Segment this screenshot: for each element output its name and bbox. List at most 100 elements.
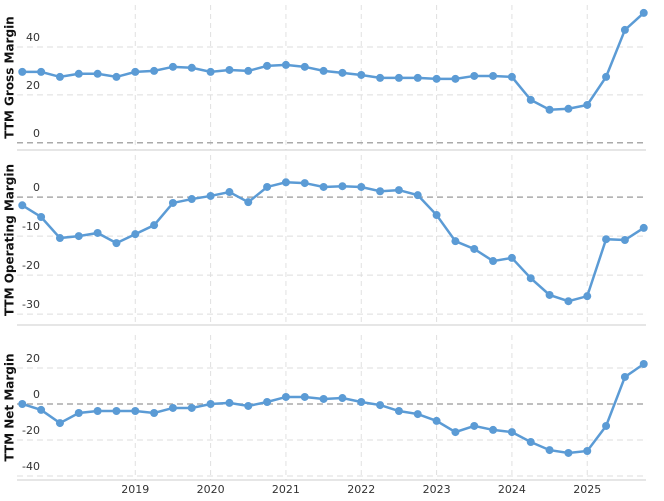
y-tick-label: 20 <box>26 79 40 92</box>
point <box>451 74 460 83</box>
point <box>37 405 46 414</box>
y-tick-label: -40 <box>22 460 40 473</box>
point <box>187 195 196 204</box>
point <box>263 61 272 70</box>
point <box>602 235 611 244</box>
point <box>545 105 554 114</box>
point <box>564 104 573 113</box>
point <box>244 401 253 410</box>
y-axis-title: TTM Operating Margin <box>3 164 17 316</box>
point <box>112 72 121 81</box>
point <box>55 419 64 428</box>
x-tick-label: 2024 <box>498 483 526 496</box>
point <box>131 230 140 239</box>
point <box>639 8 648 17</box>
point <box>187 63 196 72</box>
point <box>394 73 403 82</box>
point <box>357 398 366 407</box>
point <box>394 186 403 195</box>
point <box>18 399 27 408</box>
point <box>470 421 479 430</box>
y-tick-label: -30 <box>22 298 40 311</box>
point <box>225 65 234 74</box>
point <box>357 182 366 191</box>
point <box>225 398 234 407</box>
point <box>93 407 102 416</box>
point <box>131 407 140 416</box>
point <box>55 72 64 81</box>
point <box>376 73 385 82</box>
point <box>602 421 611 430</box>
point <box>18 67 27 76</box>
point <box>168 62 177 71</box>
point <box>319 66 328 75</box>
y-tick-label: 0 <box>33 388 40 401</box>
y-axis-title: TTM Net Margin <box>3 353 17 461</box>
point <box>37 67 46 76</box>
point <box>338 182 347 191</box>
point <box>489 425 498 434</box>
point <box>150 408 159 417</box>
point <box>602 72 611 81</box>
point <box>319 394 328 403</box>
point <box>338 394 347 403</box>
point <box>376 401 385 410</box>
point <box>564 448 573 457</box>
point <box>639 223 648 232</box>
point <box>263 398 272 407</box>
line <box>21 362 645 455</box>
point <box>150 221 159 230</box>
point <box>112 239 121 248</box>
point <box>620 236 629 244</box>
point <box>281 60 290 69</box>
point <box>620 372 629 381</box>
point <box>93 69 102 78</box>
point <box>526 274 535 283</box>
point <box>489 71 498 80</box>
point <box>300 392 309 401</box>
line <box>21 181 645 303</box>
point <box>376 187 385 196</box>
line <box>22 11 645 112</box>
point <box>338 68 347 77</box>
y-tick-label: 0 <box>33 127 40 140</box>
point <box>470 244 479 253</box>
point <box>206 191 215 200</box>
point <box>112 407 121 416</box>
point <box>244 198 253 207</box>
point <box>526 95 535 104</box>
point <box>545 446 554 455</box>
point <box>357 70 366 79</box>
x-tick-label: 2022 <box>347 483 375 496</box>
point <box>583 447 592 455</box>
point <box>564 297 573 306</box>
y-tick-label: 0 <box>33 181 40 194</box>
x-tick-label: 2021 <box>272 483 300 496</box>
point <box>639 360 648 368</box>
y-tick-label: -10 <box>22 220 40 233</box>
point <box>413 73 422 82</box>
point <box>545 290 554 299</box>
point <box>263 182 272 191</box>
point <box>187 403 196 412</box>
point <box>281 178 290 187</box>
x-tick-label: 2019 <box>121 483 149 496</box>
point <box>244 66 253 75</box>
y-axis-title: TTM Gross Margin <box>3 16 17 138</box>
point <box>206 67 215 76</box>
point <box>74 232 83 241</box>
point <box>319 182 328 191</box>
point <box>37 212 46 221</box>
point <box>583 100 592 109</box>
point <box>432 211 441 220</box>
y-tick-label: -20 <box>22 424 40 437</box>
point <box>470 71 479 80</box>
point <box>168 403 177 412</box>
point <box>489 257 498 266</box>
point <box>413 191 422 200</box>
point <box>507 253 516 262</box>
y-tick-label: -20 <box>22 259 40 272</box>
